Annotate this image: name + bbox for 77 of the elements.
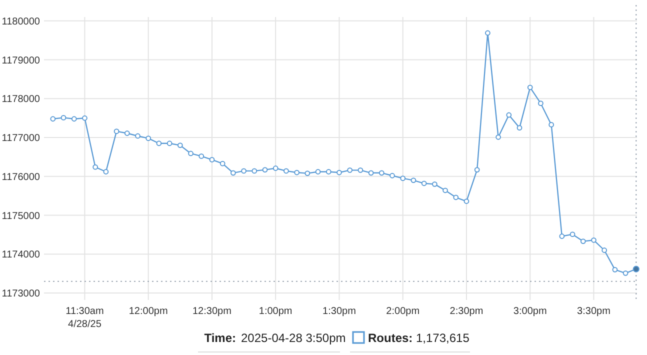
point bbox=[527, 84, 533, 90]
point bbox=[124, 130, 130, 136]
y-tick-label: 1174000 bbox=[2, 250, 40, 261]
text: 1,173,615 bbox=[416, 331, 470, 345]
point bbox=[347, 167, 353, 173]
point bbox=[421, 180, 427, 186]
point bbox=[632, 266, 640, 272]
point bbox=[188, 150, 194, 156]
point bbox=[209, 156, 215, 162]
point bbox=[516, 125, 522, 131]
point bbox=[198, 153, 204, 159]
point bbox=[464, 198, 470, 204]
x-tick-label: 1:00pm bbox=[258, 306, 292, 317]
point bbox=[284, 168, 289, 174]
y-tick-label: 1180000 bbox=[2, 16, 40, 28]
point bbox=[294, 170, 300, 176]
point bbox=[241, 168, 246, 174]
point bbox=[60, 115, 66, 120]
point bbox=[114, 128, 120, 134]
x-tick-label: 2:30pm bbox=[450, 306, 484, 317]
legend-label: Routes: bbox=[368, 331, 413, 345]
point bbox=[220, 160, 226, 166]
point bbox=[496, 134, 501, 140]
point bbox=[177, 142, 183, 148]
point bbox=[474, 167, 480, 172]
point bbox=[484, 30, 490, 36]
y-tick-label: 1176000 bbox=[2, 172, 40, 183]
point bbox=[326, 169, 332, 174]
point bbox=[442, 188, 448, 194]
point bbox=[146, 136, 152, 142]
x-tick-label: 2:00pm bbox=[386, 306, 420, 317]
point bbox=[580, 238, 586, 244]
point bbox=[135, 133, 140, 139]
point bbox=[390, 172, 395, 178]
y-tick-label: 1177000 bbox=[2, 133, 40, 144]
point bbox=[166, 140, 172, 146]
text: 2025-04-28 3:50pm bbox=[241, 331, 346, 345]
point bbox=[103, 169, 109, 174]
y-tick-label: 1175000 bbox=[2, 210, 40, 222]
point bbox=[252, 168, 258, 174]
point bbox=[453, 194, 459, 200]
point bbox=[336, 170, 342, 176]
x-tick-label: 12:00pm bbox=[128, 306, 168, 317]
point bbox=[432, 181, 438, 187]
point bbox=[315, 169, 321, 174]
x-tick-label: 1:30pm bbox=[322, 306, 356, 317]
y-tick-label: 1179000 bbox=[2, 55, 40, 66]
point bbox=[230, 170, 236, 176]
point bbox=[602, 248, 608, 253]
point bbox=[378, 170, 384, 176]
point bbox=[622, 270, 628, 276]
point bbox=[82, 115, 88, 121]
y-tick-label: 1173000 bbox=[2, 288, 40, 300]
point bbox=[570, 232, 576, 238]
point bbox=[400, 176, 406, 182]
point bbox=[262, 167, 268, 172]
point bbox=[410, 178, 416, 183]
point bbox=[358, 167, 364, 173]
point bbox=[272, 166, 278, 171]
point bbox=[50, 116, 56, 122]
point bbox=[156, 140, 162, 146]
point bbox=[506, 112, 512, 118]
x-tick-label: 12:30pm bbox=[192, 306, 232, 317]
point bbox=[538, 100, 544, 106]
y-tick-label: 1178000 bbox=[2, 94, 40, 106]
point bbox=[368, 170, 374, 176]
point bbox=[71, 116, 77, 122]
x-tick-label: 3:30pm bbox=[577, 306, 610, 317]
point bbox=[92, 164, 98, 170]
x-tick-label: 3:00pm bbox=[513, 306, 547, 317]
point bbox=[304, 170, 310, 176]
point bbox=[612, 266, 618, 272]
x-tick-label: 11:30am 4/28/25 bbox=[66, 306, 104, 330]
point bbox=[591, 237, 596, 243]
point bbox=[548, 122, 554, 128]
point bbox=[559, 234, 565, 239]
text: Time: bbox=[204, 331, 236, 345]
